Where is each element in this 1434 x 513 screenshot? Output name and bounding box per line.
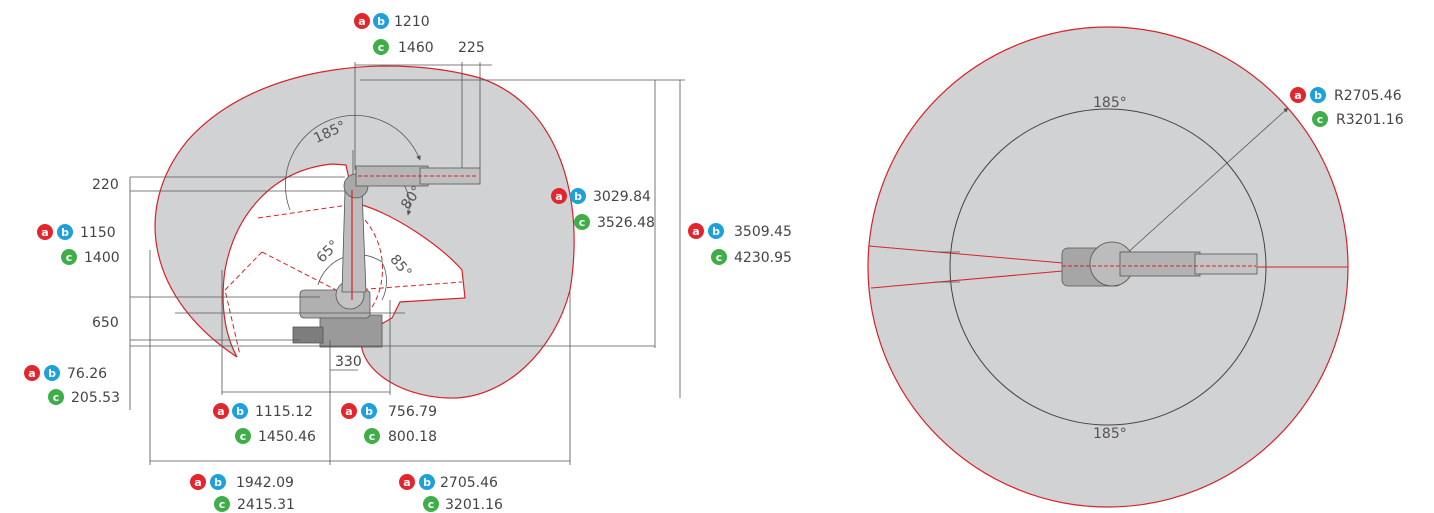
svg-text:a: a [403,476,410,489]
svg-text:a: a [41,226,48,239]
dim-bottom-outer-left-ab: 1942.09 [236,475,294,491]
badge-a: a [551,188,567,204]
svg-text:a: a [194,476,201,489]
svg-text:c: c [53,391,60,404]
svg-text:b: b [712,225,720,238]
svg-text:c: c [579,216,586,229]
badge-c: c [373,39,389,55]
badge-c: c [574,214,590,230]
badge-a: a [190,474,206,490]
badge-a: a [24,365,40,381]
dim-top-ab: 1210 [394,14,430,30]
dim-left-220: 220 [92,177,119,193]
badge-c: c [235,428,251,444]
dim-left-lower-c: 205.53 [71,390,120,406]
svg-text:b: b [365,405,373,418]
badge-a: a [213,403,229,419]
top-angle-label-upper: 185° [1093,95,1127,111]
svg-text:b: b [1314,89,1322,102]
svg-text:a: a [692,225,699,238]
dim-left-650: 650 [92,315,119,331]
badge-a: a [37,224,53,240]
dim-bottom-330: 330 [335,354,362,370]
dim-bottom-outer-right-ab: 2705.46 [440,475,498,491]
svg-text:a: a [28,367,35,380]
badge-b: b [708,223,724,239]
badge-b: b [44,365,60,381]
badge-b: b [373,13,389,29]
svg-text:a: a [217,405,224,418]
badge-a: a [354,13,370,29]
badge-b: b [570,188,586,204]
badge-c: c [423,496,439,512]
badge-c: c [48,389,64,405]
dim-bottom-inner-left-c: 1450.46 [258,429,316,445]
dim-bottom-inner-right-ab: 756.79 [388,404,437,420]
dim-left-ab: 1150 [80,225,116,241]
robot-top-silhouette [1061,241,1258,287]
badge-b: b [210,474,226,490]
dim-right-inner-ab: 3029.84 [593,189,651,205]
top-view: 185° 185° a b R2705.46 c R3201.16 [867,26,1404,508]
svg-text:c: c [369,430,376,443]
badge-c: c [711,249,727,265]
badge-c: c [214,496,230,512]
svg-text:a: a [358,15,365,28]
svg-text:c: c [716,251,723,264]
svg-text:b: b [214,476,222,489]
svg-text:b: b [377,15,385,28]
badge-b: b [361,403,377,419]
svg-text:b: b [61,226,69,239]
angle-label-axis2-down: 85° [386,252,414,281]
svg-text:b: b [48,367,56,380]
top-radius-ab: R2705.46 [1334,88,1402,104]
badge-b: b [232,403,248,419]
robot-side-silhouette [292,165,481,348]
badge-a: a [341,403,357,419]
dim-right-outer-ab: 3509.45 [734,224,792,240]
svg-text:a: a [345,405,352,418]
svg-text:a: a [555,190,562,203]
svg-text:c: c [1317,113,1324,126]
dim-top-c: 1460 [398,40,434,56]
dim-right-outer-c: 4230.95 [734,250,792,266]
badge-a: a [399,474,415,490]
badge-b: b [57,224,73,240]
dim-bottom-inner-right-c: 800.18 [388,429,437,445]
badge-a: a [688,223,704,239]
dim-right-inner-c: 3526.48 [597,215,655,231]
svg-text:c: c [428,498,435,511]
badge-c: c [1312,111,1328,127]
badge-b: b [419,474,435,490]
svg-text:c: c [66,251,73,264]
badge-c: c [61,249,77,265]
svg-text:b: b [423,476,431,489]
badge-c: c [364,428,380,444]
side-view: 185° 80° 65° 85° a b 1210 c 1460 225 220… [24,13,792,513]
dim-bottom-outer-right-c: 3201.16 [445,497,503,513]
top-angle-label-lower: 185° [1093,426,1127,442]
svg-text:c: c [219,498,226,511]
svg-text:b: b [236,405,244,418]
svg-text:c: c [240,430,247,443]
svg-text:a: a [1294,89,1301,102]
dim-left-c: 1400 [84,250,120,266]
svg-text:b: b [574,190,582,203]
svg-text:c: c [378,41,385,54]
dim-bottom-inner-left-ab: 1115.12 [255,404,313,420]
top-radius-c: R3201.16 [1336,112,1404,128]
side-work-envelope [154,65,575,399]
dim-left-lower-ab: 76.26 [67,366,107,382]
dim-top-offset: 225 [458,40,485,56]
dim-bottom-outer-left-c: 2415.31 [237,497,295,513]
angle-label-axis2-up: 65° [314,237,343,266]
badge-b: b [1310,87,1326,103]
badge-a: a [1290,87,1306,103]
